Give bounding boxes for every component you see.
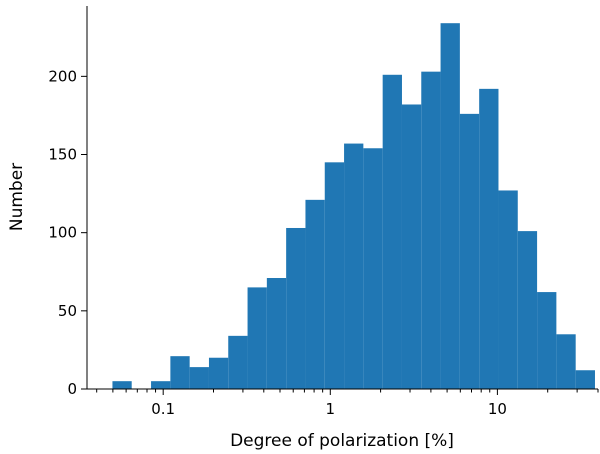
histogram-bar [324,162,345,389]
histogram-bar [247,287,267,389]
histogram-bar [344,143,364,389]
y-tick-label: 150 [48,146,77,164]
x-axis-ticks: 0.1 1 10 [96,389,599,418]
y-tick-label: 0 [67,380,77,398]
histogram-bar [459,113,480,390]
histogram-bar [421,71,441,390]
histogram-bar [286,227,306,389]
histogram-bar [440,23,460,389]
y-tick-label: 100 [48,224,77,242]
y-axis-label: Number [7,163,27,231]
histogram-bar [517,231,538,389]
y-tick-label: 50 [58,302,77,320]
histogram-bar [151,381,171,389]
histogram-bar [401,104,422,389]
histogram-bar [575,370,595,389]
x-tick-label: 0.1 [151,400,175,418]
x-tick-label: 1 [326,400,336,418]
histogram-bar [112,381,132,389]
histogram-bar [228,335,248,389]
histogram-bar [479,88,499,389]
axes [86,6,598,390]
histogram-bar [363,148,383,389]
x-tick-label: 10 [488,400,507,418]
histogram-bar [382,74,402,389]
x-axis-label: Degree of polarization [%] [230,431,454,451]
y-tick-label: 200 [48,67,77,85]
y-axis-ticks: 0 50 100 150 200 [48,67,87,398]
histogram-bars [112,23,595,390]
histogram-bar [266,278,287,389]
histogram-bar [170,356,190,389]
histogram-bar [208,357,229,389]
histogram-bar [305,199,325,389]
histogram-bar [189,367,209,389]
histogram-bar [537,292,557,389]
histogram-bar [498,190,518,389]
histogram-bar [556,334,576,389]
